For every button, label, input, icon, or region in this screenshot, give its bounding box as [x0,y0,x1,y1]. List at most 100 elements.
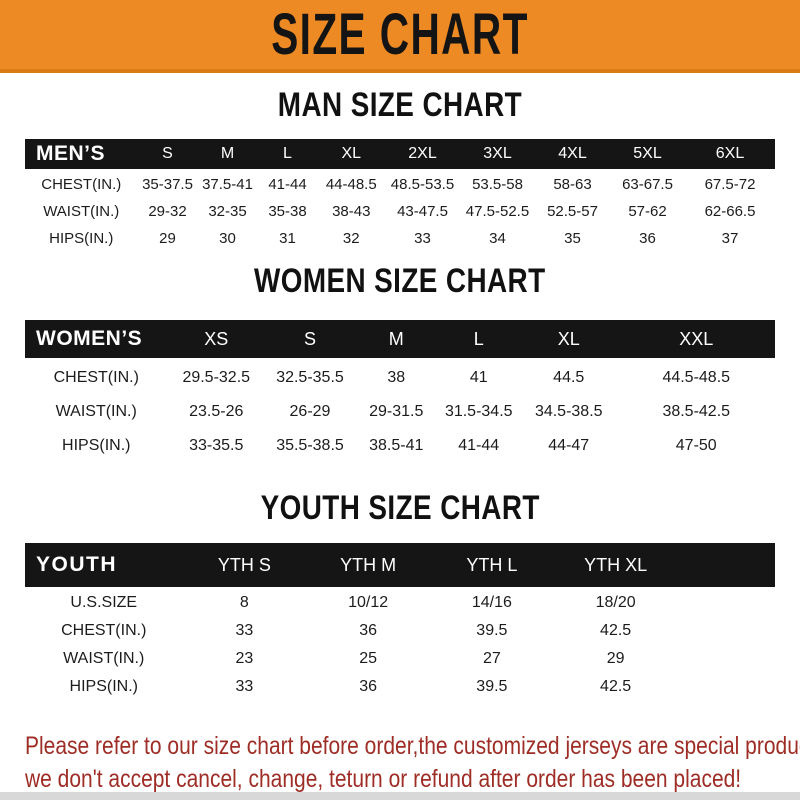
row-header: HIPS(IN.) [25,675,183,699]
cell-value: 48.5-53.5 [385,172,460,196]
cell-value: 27 [430,647,554,671]
bottom-edge-strip [0,792,800,800]
cell-value: 63-67.5 [610,172,685,196]
table-corner-label: MEN’S [25,139,138,169]
row-header: WAIST(IN.) [25,199,138,223]
column-header: M [197,139,258,169]
cell-value: 31.5-34.5 [437,398,520,426]
table-corner-label: WOMEN’S [25,320,168,358]
column-header: 2XL [385,139,460,169]
cell-value: 32 [317,226,385,250]
cell-value: 30 [197,226,258,250]
column-header: YTH M [306,543,430,587]
cell-value: 33 [385,226,460,250]
cell-value: 39.5 [430,675,554,699]
footer-line-2: we don't accept cancel, change, teturn o… [25,765,790,798]
table-row: WAIST(IN.) 23 25 27 29 [25,647,775,671]
cell-value: 8 [182,591,307,615]
table-row: U.S.SIZE 8 10/12 14/16 18/20 [25,591,775,615]
footer-note: Please refer to our size chart before or… [25,732,800,798]
cell-value: 44.5-48.5 [617,364,775,392]
man-size-table: MEN’S S M L XL 2XL 3XL 4XL 5XL 6XL CHEST(IN.) 35-3… [25,136,775,253]
cell-value: 42.5 [553,675,678,699]
cell-value: 34.5-38.5 [520,398,618,426]
row-header: HIPS(IN.) [25,432,168,460]
column-header: 5XL [610,139,685,169]
cell-value: 23 [182,647,307,671]
row-header: HIPS(IN.) [25,226,138,250]
cell-value: 47-50 [617,432,775,460]
cell-value: 67.5-72 [685,172,775,196]
cell-value: 29 [553,647,678,671]
column-header: XS [167,320,265,358]
cell-value: 25 [306,647,430,671]
youth-size-chart-heading-text: YOUTH SIZE CHART [260,489,540,527]
youth-size-chart-heading: YOUTH SIZE CHART [0,489,800,527]
filler-cell [677,591,775,615]
cell-value: 32.5-35.5 [265,364,355,392]
cell-value: 38.5-41 [355,432,438,460]
cell-value: 37 [685,226,775,250]
cell-value: 47.5-52.5 [460,199,535,223]
table-row: WAIST(IN.) 29-32 32-35 35-38 38-43 43-47.5 47.… [25,199,775,223]
column-header: S [137,139,198,169]
column-header: L [437,320,520,358]
women-size-table-wrap: WOMEN’S XS S M L XL XXL CHEST(IN.) 29.5-32.5 32.… [25,314,775,466]
table-row: HIPS(IN.) 33-35.5 35.5-38.5 38.5-41 41-44 44-… [25,432,775,460]
cell-value: 44-48.5 [317,172,385,196]
row-header: WAIST(IN.) [25,647,183,671]
cell-value: 10/12 [306,591,430,615]
footer-line-1-text: Please refer to our size chart before or… [25,732,800,760]
row-header: WAIST(IN.) [25,398,168,426]
man-size-table-wrap: MEN’S S M L XL 2XL 3XL 4XL 5XL 6XL CHEST(IN.) 35-3… [25,136,775,253]
table-header-row: YOUTH YTH S YTH M YTH L YTH XL [25,543,775,587]
column-header: 6XL [685,139,775,169]
cell-value: 18/20 [553,591,678,615]
cell-value: 38.5-42.5 [617,398,775,426]
cell-value: 43-47.5 [385,199,460,223]
cell-value: 35-38 [257,199,318,223]
cell-value: 33 [182,675,307,699]
cell-value: 29.5-32.5 [167,364,265,392]
cell-value: 29-31.5 [355,398,438,426]
table-row: CHEST(IN.) 29.5-32.5 32.5-35.5 38 41 44.5 44.5… [25,364,775,392]
column-header: 4XL [535,139,610,169]
youth-size-table-wrap: YOUTH YTH S YTH M YTH L YTH XL U.S.SIZE 8 10/1… [25,539,775,703]
column-header: XL [317,139,385,169]
cell-value: 34 [460,226,535,250]
cell-value: 35-37.5 [137,172,198,196]
table-row: HIPS(IN.) 33 36 39.5 42.5 [25,675,775,699]
cell-value: 41 [437,364,520,392]
cell-value: 33 [182,619,307,643]
cell-value: 41-44 [437,432,520,460]
filler-cell [677,647,775,671]
man-size-chart-heading-text: MAN SIZE CHART [277,86,523,124]
cell-value: 36 [306,619,430,643]
cell-value: 58-63 [535,172,610,196]
table-row: CHEST(IN.) 33 36 39.5 42.5 [25,619,775,643]
column-header: YTH S [182,543,307,587]
cell-value: 36 [306,675,430,699]
table-row: CHEST(IN.) 35-37.5 37.5-41 41-44 44-48.5 48.5… [25,172,775,196]
man-size-chart-heading: MAN SIZE CHART [0,86,800,124]
column-header: YTH L [430,543,554,587]
filler-cell [677,543,775,587]
cell-value: 29 [137,226,198,250]
table-header-row: WOMEN’S XS S M L XL XXL [25,320,775,358]
row-header: CHEST(IN.) [25,172,138,196]
column-header: M [355,320,438,358]
page-title: SIZE CHART [271,1,529,67]
cell-value: 14/16 [430,591,554,615]
women-size-chart-heading: WOMEN SIZE CHART [0,262,800,300]
cell-value: 35 [535,226,610,250]
cell-value: 42.5 [553,619,678,643]
filler-cell [677,675,775,699]
cell-value: 53.5-58 [460,172,535,196]
cell-value: 41-44 [257,172,318,196]
cell-value: 33-35.5 [167,432,265,460]
cell-value: 36 [610,226,685,250]
table-row: HIPS(IN.) 29 30 31 32 33 34 35 36 37 [25,226,775,250]
cell-value: 32-35 [197,199,258,223]
table-header-row: MEN’S S M L XL 2XL 3XL 4XL 5XL 6XL [25,139,775,169]
